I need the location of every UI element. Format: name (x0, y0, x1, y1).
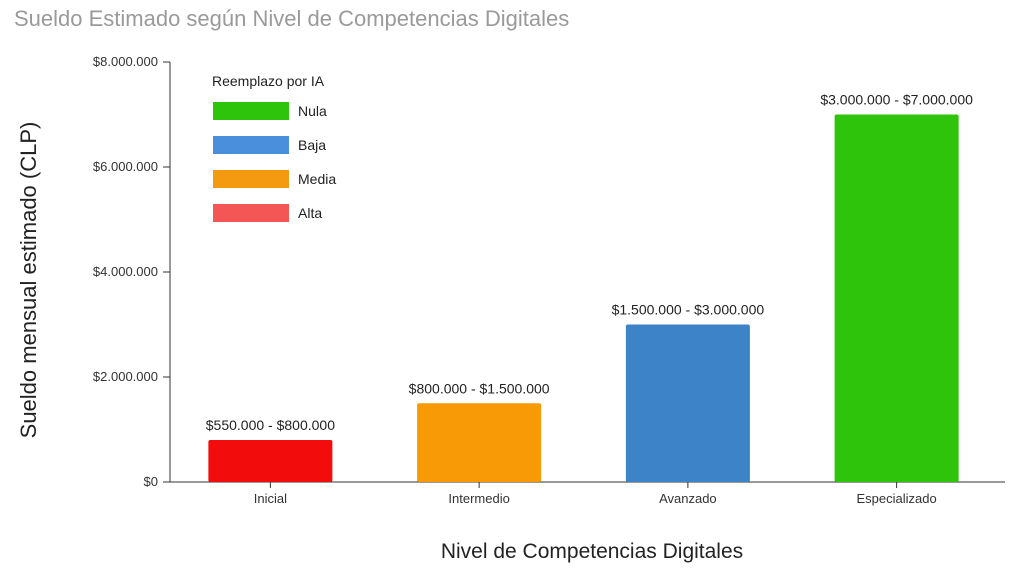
category-labels: Inicial Intermedio Avanzado Especializado (254, 482, 937, 506)
legend-label: Baja (298, 137, 326, 153)
bar-especializado (834, 114, 959, 482)
y-tick-label: $4.000.000 (93, 264, 158, 279)
y-axis-ticks: $0 $2.000.000 $4.000.000 $6.000.000 $8.000.0… (93, 54, 170, 489)
y-tick-label: $6.000.000 (93, 159, 158, 174)
data-labels: $550.000 - $800.000 $800.000 - $1.500.000… (206, 92, 973, 434)
legend-label: Alta (298, 205, 322, 221)
bar-avanzado (625, 324, 750, 482)
chart-title: Sueldo Estimado según Nivel de Competenc… (14, 6, 570, 31)
category-label: Avanzado (659, 491, 717, 506)
legend-label: Nula (298, 103, 327, 119)
data-label: $800.000 - $1.500.000 (409, 380, 550, 396)
legend-swatch (213, 204, 289, 222)
legend-title: Reemplazo por IA (212, 73, 325, 89)
y-tick-label: $8.000.000 (93, 54, 158, 69)
x-axis-title: Nivel de Competencias Digitales (441, 540, 743, 563)
bars (208, 114, 959, 482)
y-axis-title: Sueldo mensual estimado (CLP) (16, 122, 41, 439)
category-label: Especializado (857, 491, 937, 506)
category-label: Inicial (254, 491, 287, 506)
data-label: $3.000.000 - $7.000.000 (820, 92, 973, 108)
legend-swatch (213, 102, 289, 120)
legend-swatch (213, 170, 289, 188)
legend: Reemplazo por IA Nula Baja Media Alta (212, 73, 336, 222)
bar-inicial (208, 440, 333, 482)
y-tick-label: $2.000.000 (93, 369, 158, 384)
legend-swatch (213, 136, 289, 154)
bar-intermedio (417, 403, 542, 482)
data-label: $550.000 - $800.000 (206, 417, 335, 433)
data-label: $1.500.000 - $3.000.000 (612, 302, 765, 318)
y-tick-label: $0 (144, 474, 158, 489)
legend-label: Media (298, 171, 336, 187)
category-label: Intermedio (448, 491, 509, 506)
